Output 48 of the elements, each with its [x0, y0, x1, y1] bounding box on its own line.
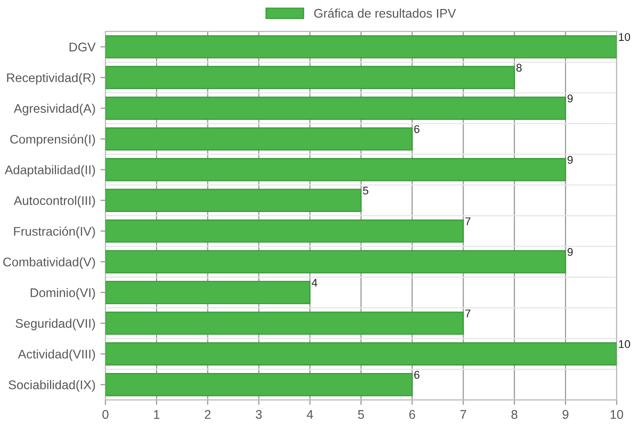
bar [105, 312, 464, 335]
x-tick-label: 6 [409, 410, 416, 419]
data-label: 9 [568, 156, 573, 164]
x-tick-label: 9 [562, 410, 568, 419]
y-tick-label: Adaptabilidad(II) [4, 165, 95, 177]
x-tick-label: 4 [306, 410, 314, 419]
y-tick-label: Frustración(IV) [14, 226, 95, 238]
y-tick-label: DGV [70, 42, 96, 52]
y-tick-label: Combatividad(V) [3, 257, 95, 269]
data-label: 6 [414, 125, 420, 134]
bar [105, 219, 464, 243]
y-tick-label: Actividad(VIII) [18, 349, 95, 362]
data-label: 8 [516, 64, 522, 72]
x-tick-label: 1 [154, 410, 160, 419]
y-tick-label: Dominio(VI) [30, 288, 95, 300]
data-label: 4 [312, 278, 318, 287]
bar [105, 35, 617, 58]
bar [105, 158, 566, 182]
bar [105, 96, 566, 120]
bar [105, 280, 310, 304]
data-label: 10 [619, 33, 630, 41]
legend-label: Gráfica de resultados IPV [314, 8, 456, 18]
x-tick-label: 7 [460, 410, 466, 419]
data-label: 6 [414, 370, 420, 379]
x-tick-label: 0 [102, 410, 108, 419]
x-tick-label: 8 [511, 410, 518, 419]
bar [105, 188, 362, 212]
x-tick-label: 3 [256, 410, 262, 419]
bar [105, 250, 566, 274]
y-tick-label: Seguridad(VII) [16, 318, 95, 330]
bar [105, 373, 413, 396]
data-label: 5 [363, 186, 368, 194]
y-tick-label: Sociabilidad(IX) [8, 380, 95, 392]
data-label: 10 [619, 340, 630, 348]
x-tick-label: 2 [204, 410, 211, 419]
data-label: 9 [568, 248, 573, 256]
data-label: 7 [465, 217, 470, 226]
x-tick-label: 10 [610, 410, 624, 419]
data-label: 7 [465, 310, 470, 318]
bar [105, 66, 515, 90]
bar [105, 127, 413, 151]
bar [105, 342, 617, 366]
y-tick-label: Receptividad(R) [7, 72, 95, 85]
x-tick-label: 5 [358, 410, 364, 419]
y-tick-label: Agresividad(A) [14, 104, 95, 116]
data-label: 9 [568, 94, 573, 102]
y-tick-label: Comprensión(I) [10, 134, 95, 146]
y-tick-label: Autocontrol(III) [14, 196, 95, 208]
